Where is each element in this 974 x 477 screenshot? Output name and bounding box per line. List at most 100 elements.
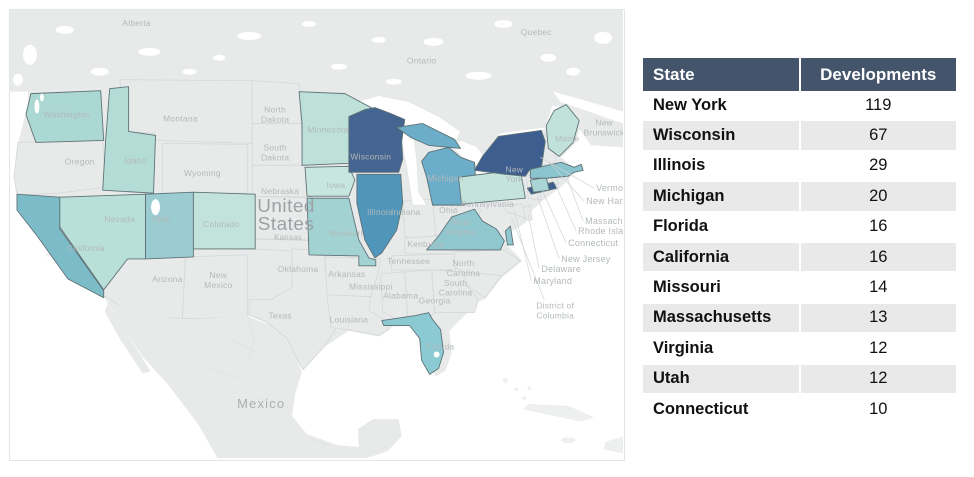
table-header-row: State Developments (643, 58, 956, 91)
canada-lakes (12, 19, 613, 86)
state-iowa[interactable] (304, 165, 356, 197)
label-minnesota: Minnesota (307, 124, 348, 134)
state-name-cell: Utah (643, 363, 800, 395)
label-missouri: Missouri (329, 228, 362, 238)
great-salt-lake (151, 199, 161, 216)
label-illinois: Illinois (367, 207, 392, 217)
label-south-carolina: South (444, 278, 467, 288)
state-name-cell: Missouri (643, 272, 800, 304)
label-arkansas: Arkansas (328, 269, 365, 279)
inland-waters (34, 93, 440, 358)
label-north-carolina: North (453, 258, 475, 268)
state-missouri[interactable] (306, 197, 377, 267)
state-name-cell: Wisconsin (643, 120, 800, 152)
developments-value-cell: 12 (798, 363, 956, 395)
label-south-dakota: South (263, 142, 286, 152)
label-alberta: Alberta (122, 18, 151, 28)
state-virginia-eastern-shore[interactable] (504, 225, 514, 246)
us-developments-map[interactable]: Alberta Ontario Quebec New Brunswick Nov… (9, 9, 625, 461)
state-wy-unshaded (162, 143, 248, 194)
developments-table: State Developments New York 119 Wisconsi… (643, 58, 956, 426)
callout-rhode-island: Rhode Island (578, 226, 623, 236)
state-name-cell: New York (643, 91, 800, 122)
label-kentucky: Kentucky (407, 239, 444, 249)
map-labels: Alberta Ontario Quebec New Brunswick Nov… (43, 18, 623, 411)
developments-value-cell: 10 (798, 393, 956, 426)
column-header-state: State (643, 58, 800, 91)
table-row: California 16 (643, 241, 956, 274)
label-district-of-columbia: District of (536, 301, 574, 311)
label-texas: Texas (268, 311, 291, 321)
label-california: California (67, 243, 105, 253)
puget-sound (34, 99, 40, 114)
svg-text:Carolina: Carolina (447, 268, 481, 278)
label-quebec: Quebec (521, 27, 552, 37)
developments-value-cell: 16 (798, 211, 956, 243)
developments-value-cell: 29 (798, 150, 956, 183)
svg-text:Brunswick: Brunswick (584, 127, 623, 137)
label-wisconsin: Wisconsin (350, 151, 391, 161)
state-name-cell: Michigan (643, 181, 800, 213)
label-new-brunswick: New (595, 117, 613, 127)
state-washington[interactable] (25, 90, 105, 143)
label-colorado: Colorado (203, 219, 239, 229)
shaded-states (16, 86, 584, 375)
state-virginia[interactable] (426, 208, 505, 251)
developments-value-cell: 12 (798, 333, 956, 365)
callout-new-jersey: New Jersey (561, 254, 611, 264)
developments-value-cell: 20 (798, 181, 956, 213)
label-ohio: Ohio (439, 205, 458, 215)
state-ne-unshaded (251, 164, 313, 198)
label-mexico: Mexico (237, 396, 285, 411)
svg-text:Columbia: Columbia (536, 311, 574, 321)
state-md-unshaded (501, 203, 526, 219)
state-new-york[interactable] (474, 130, 546, 177)
cuba-island (523, 404, 594, 422)
label-georgia: Georgia (419, 296, 451, 306)
label-louisiana: Louisiana (330, 315, 369, 325)
state-connecticut[interactable] (529, 176, 550, 193)
label-indiana: Indiana (391, 207, 421, 217)
state-name-cell: Massachusetts (643, 302, 800, 335)
callout-leader-lines (511, 157, 595, 300)
table-row: Wisconsin 67 (643, 120, 956, 152)
label-tennessee: Tennessee (387, 256, 430, 266)
svg-text:Carolina: Carolina (439, 288, 473, 298)
state-name-cell: Florida (643, 211, 800, 243)
label-michigan: Michigan (428, 173, 464, 183)
table-row: Michigan 20 (643, 181, 956, 213)
label-united-states: United (257, 196, 315, 217)
label-montana: Montana (163, 114, 198, 124)
state-name-cell: Illinois (643, 150, 800, 183)
label-oregon: Oregon (65, 156, 95, 166)
map-canvas: Alberta Ontario Quebec New Brunswick Nov… (10, 10, 623, 458)
svg-text:Mexico: Mexico (204, 280, 232, 290)
state-idaho[interactable] (102, 86, 156, 194)
label-wyoming: Wyoming (184, 168, 221, 178)
state-maine[interactable] (545, 104, 580, 157)
state-illinois[interactable] (356, 173, 404, 259)
state-in-unshaded (402, 198, 437, 243)
column-header-developments: Developments (798, 58, 956, 91)
label-north-dakota: North (264, 105, 286, 115)
state-michigan-up[interactable] (396, 123, 461, 149)
table-row: Illinois 29 (643, 150, 956, 183)
table-row: Utah 12 (643, 363, 956, 395)
state-wisconsin[interactable] (348, 107, 406, 173)
callout-maryland: Maryland (533, 276, 572, 286)
developments-value-cell: 16 (798, 241, 956, 274)
label-new-york: New (506, 164, 524, 174)
state-florida[interactable] (381, 312, 445, 375)
table-row: Massachusetts 13 (643, 302, 956, 335)
developments-value-cell: 13 (798, 302, 956, 335)
state-name-cell: Virginia (643, 333, 800, 365)
label-maine: Maine (555, 133, 579, 143)
label-pennsylvania: Pennsylvania (461, 199, 514, 209)
state-or-unshaded (13, 140, 107, 196)
state-colorado[interactable] (192, 191, 256, 250)
callout-new-hampshire: New Hampshire (586, 196, 623, 206)
label-new-mexico: New (209, 270, 227, 280)
label-oklahoma: Oklahoma (278, 264, 319, 274)
svg-text:States: States (258, 214, 315, 235)
